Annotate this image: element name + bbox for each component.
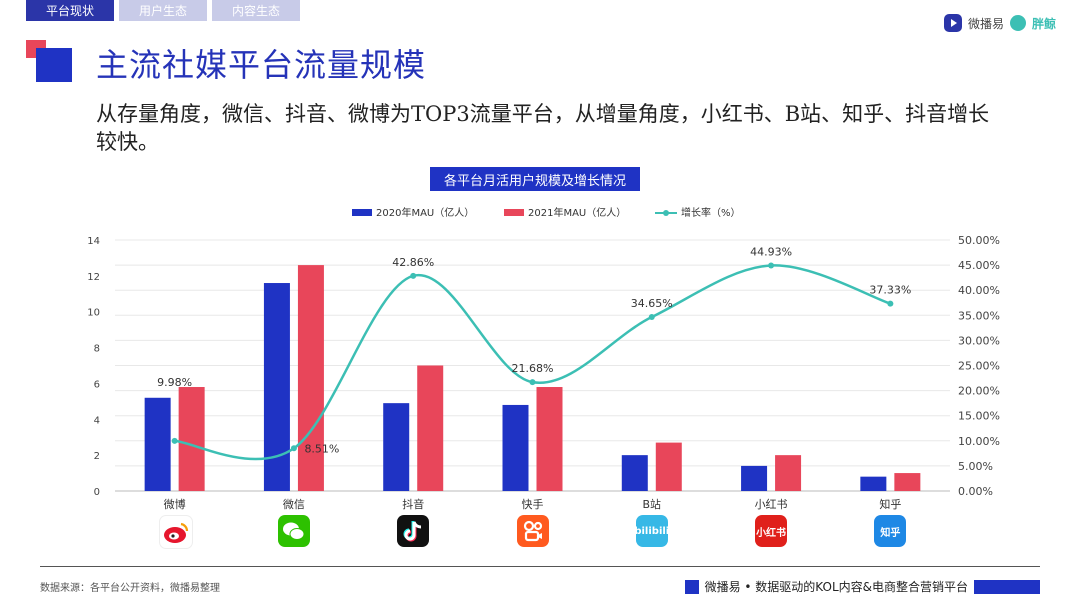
pangjing-logo-icon [1009, 15, 1026, 31]
bar-2020 [144, 397, 171, 491]
growth-data-label: 34.65% [631, 297, 673, 310]
zhihu-icon: 知乎 [874, 515, 907, 547]
bar-2021 [297, 265, 324, 491]
y-left-tick-label: 4 [94, 415, 100, 426]
bar-2020 [383, 403, 410, 491]
weibo-icon [158, 515, 193, 549]
y-right-tick-label: 20.00% [958, 385, 1000, 398]
wechat-icon [277, 515, 310, 547]
growth-point [290, 445, 297, 452]
y-right-tick-label: 15.00% [958, 410, 1000, 423]
y-left-tick-label: 10 [87, 308, 100, 319]
x-tick-label: 知乎 [879, 497, 901, 510]
chart-title: 各平台月活用户规模及增长情况 [430, 167, 641, 191]
x-tick-label: 小红书 [755, 498, 788, 510]
y-right-tick-label: 50.00% [958, 234, 1000, 247]
growth-point [648, 314, 655, 321]
x-tick-label: 微信 [283, 497, 305, 510]
y-right-tick-label: 10.00% [958, 435, 1000, 448]
y-left-tick-label: 2 [94, 451, 100, 462]
legend-swatch-2021 [504, 209, 524, 216]
y-right-tick-label: 35.00% [958, 309, 1000, 322]
x-tick-label: 抖音 [402, 497, 424, 510]
bar-2021 [894, 473, 921, 491]
kuaishou-icon [516, 515, 549, 547]
bilibili-icon: bilibili [634, 515, 669, 547]
bar-2021 [417, 365, 444, 491]
footer-tagline: 微播易 • 数据驱动的KOL内容&电商整合营销平台 [684, 578, 1040, 595]
growth-point [887, 300, 894, 307]
y-left-tick-label: 0 [94, 487, 100, 498]
footer-divider [40, 566, 1040, 567]
legend-label-growth: 增长率（%） [681, 206, 741, 219]
growth-data-label: 44.93% [750, 245, 792, 258]
weiboyi-logo-icon [943, 14, 962, 32]
bar-2020 [502, 404, 529, 491]
brand-name-weiboyi: 微播易 [967, 16, 1004, 31]
page-title: 主流社媒平台流量规模 [96, 46, 427, 84]
y-right-tick-label: 0.00% [958, 485, 993, 498]
y-left-tick-label: 8 [94, 344, 100, 355]
y-right-tick-label: 40.00% [958, 284, 1000, 297]
tagline-square [684, 579, 699, 594]
tab-platform-status[interactable]: 平台现状 [26, 0, 114, 21]
growth-data-label: 9.98% [157, 376, 192, 389]
section-tabs: 平台现状 用户生态 内容生态 [26, 0, 300, 21]
x-tick-label: B站 [643, 497, 662, 510]
tab-content-ecology[interactable]: 内容生态 [212, 0, 300, 21]
y-left-tick-label: 12 [87, 272, 100, 283]
growth-line [174, 264, 891, 461]
y-right-tick-label: 30.00% [958, 334, 1000, 347]
y-right-tick-label: 25.00% [958, 360, 1000, 373]
brand-logos: 微播易 胖鲸 [943, 14, 1056, 32]
growth-point [529, 379, 536, 386]
growth-point [768, 262, 775, 269]
legend-swatch-2020 [352, 209, 372, 216]
tagline-bar [974, 579, 1040, 594]
data-source: 数据来源：各平台公开资料，微播易整理 [40, 583, 220, 594]
x-tick-label: 微博 [164, 497, 186, 510]
tagline-text: 微播易 • 数据驱动的KOL内容&电商整合营销平台 [704, 580, 968, 594]
bar-2021 [775, 455, 802, 491]
douyin-icon [397, 515, 430, 547]
chart: 0.00% 5.00% 10.00% 15.00% 20.00% 25.00% 30.00%… [87, 206, 1000, 510]
bar-2021 [655, 442, 682, 491]
y-right-tick-label: 5.00% [958, 460, 993, 473]
growth-data-label: 42.86% [392, 256, 434, 269]
platform-icons: bilibili 小红书 知乎 [0, 515, 1080, 551]
legend-marker-growth [663, 210, 669, 216]
bar-2020 [860, 476, 887, 491]
bar-2020 [263, 283, 290, 491]
title-decoration [26, 40, 72, 82]
y-left-tick-label: 6 [94, 379, 100, 390]
growth-data-label: 21.68% [512, 362, 554, 375]
x-tick-label: 快手 [522, 497, 544, 510]
growth-data-label: 37.33% [869, 284, 911, 297]
legend-label-2021: 2021年MAU（亿人） [528, 206, 626, 219]
xiaohongshu-icon: 小红书 [755, 515, 788, 547]
legend-label-2020: 2020年MAU（亿人） [376, 206, 474, 219]
y-left-tick-label: 14 [87, 236, 100, 247]
bar-2020 [621, 455, 648, 491]
brand-name-pangjing: 胖鲸 [1031, 16, 1056, 31]
page-subtitle: 从存量角度，微信、抖音、微博为TOP3流量平台，从增量角度，小红书、B站、知乎、… [96, 102, 990, 154]
growth-point [410, 272, 417, 279]
bar-2020 [741, 465, 768, 491]
tab-user-ecology[interactable]: 用户生态 [119, 0, 207, 21]
bar-2021 [178, 387, 205, 491]
bar-2021 [536, 387, 563, 491]
growth-data-label: 8.51% [304, 442, 339, 455]
growth-point [171, 437, 178, 444]
y-right-tick-label: 45.00% [958, 259, 1000, 272]
